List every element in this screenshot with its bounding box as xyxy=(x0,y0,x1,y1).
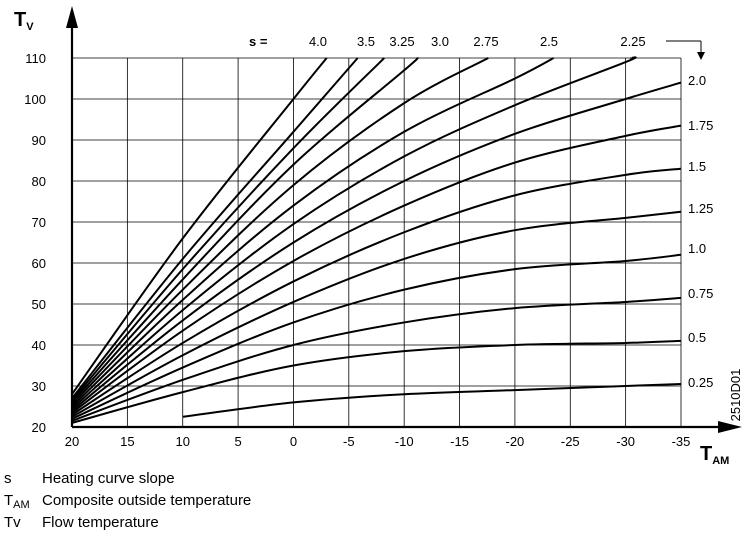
right-slope-label: 0.5 xyxy=(688,330,706,345)
x-tick-label: -20 xyxy=(506,434,525,449)
legend-text: Composite outside temperature xyxy=(42,492,252,509)
curves xyxy=(71,56,682,424)
x-tick-label: 0 xyxy=(290,434,297,449)
heating-curve-1.25 xyxy=(71,210,682,418)
x-tick-label: -30 xyxy=(616,434,635,449)
y-tick-label: 50 xyxy=(32,297,46,312)
heating-curve-0.5 xyxy=(71,339,682,424)
heating-curve-2.5 xyxy=(71,57,555,408)
right-slope-label: 1.5 xyxy=(688,159,706,174)
heating-curve-1.5 xyxy=(71,167,682,416)
legend-row-slope: s Heating curve slope xyxy=(4,470,251,492)
x-axis-arrow xyxy=(718,421,742,433)
y-tick-label: 30 xyxy=(32,379,46,394)
y-tick-label: 20 xyxy=(32,420,46,435)
legend-symbol: Tv xyxy=(4,514,21,531)
slope-header: s = xyxy=(249,34,268,49)
heating-curve-3.0 xyxy=(71,57,419,404)
x-axis-title: TAM xyxy=(700,443,729,467)
legend-symbol: s xyxy=(4,470,12,487)
heating-curve-3.5 xyxy=(71,57,359,399)
x-tick-label: 15 xyxy=(120,434,134,449)
x-tick-label: 5 xyxy=(234,434,241,449)
y-tick-label: 40 xyxy=(32,338,46,353)
top-slope-label: 4.0 xyxy=(309,34,327,49)
legend-row-outside-temp: TAM Composite outside temperature xyxy=(4,492,251,514)
x-tick-label: -15 xyxy=(450,434,469,449)
x-tick-label: 10 xyxy=(175,434,189,449)
right-slope-label: 1.0 xyxy=(688,241,706,256)
heating-curve-2.75 xyxy=(71,57,489,406)
pointer-arrow xyxy=(697,52,705,60)
top-slope-label: 2.75 xyxy=(473,34,498,49)
right-slope-label: 0.25 xyxy=(688,375,713,390)
x-tick-label: -5 xyxy=(343,434,355,449)
heating-curve-2.0 xyxy=(71,81,682,412)
x-tick-label: -10 xyxy=(395,434,414,449)
heating-curve-4.0 xyxy=(71,57,328,395)
legend-text: Flow temperature xyxy=(42,514,159,531)
figure-code: 2510D01 xyxy=(728,369,743,422)
x-tick-label: 20 xyxy=(65,434,79,449)
y-axis-title: TV xyxy=(14,9,34,33)
y-tick-label: 100 xyxy=(24,92,46,107)
heating-curve-0.75 xyxy=(71,296,682,422)
y-tick-label: 70 xyxy=(32,215,46,230)
top-slope-label: 2.25 xyxy=(620,34,645,49)
y-tick-label: 80 xyxy=(32,174,46,189)
heating-curve-0.25 xyxy=(182,382,682,418)
top-slope-label: 3.0 xyxy=(431,34,449,49)
right-slope-label: 1.25 xyxy=(688,201,713,216)
top-slope-label: 3.5 xyxy=(357,34,375,49)
heating-curve-1.0 xyxy=(71,253,682,420)
top-slope-label: 3.25 xyxy=(389,34,414,49)
legend-row-flow-temp: Tv Flow temperature xyxy=(4,514,251,536)
right-slope-label: 0.75 xyxy=(688,286,713,301)
x-tick-label: -35 xyxy=(672,434,691,449)
y-tick-label: 110 xyxy=(25,51,46,66)
top-slope-label: 2.5 xyxy=(540,34,558,49)
x-tick-label: -25 xyxy=(561,434,580,449)
heating-curve-3.25 xyxy=(71,57,385,401)
heating-curve-1.75 xyxy=(71,124,682,414)
right-slope-label: 2.0 xyxy=(688,73,706,88)
y-tick-label: 60 xyxy=(32,256,46,271)
legend: s Heating curve slope TAM Composite outs… xyxy=(4,470,251,536)
y-axis-arrow xyxy=(66,6,78,28)
axes xyxy=(66,6,742,433)
y-tick-label: 90 xyxy=(32,133,46,148)
legend-symbol: TAM xyxy=(4,492,30,511)
right-slope-label: 1.75 xyxy=(688,118,713,133)
legend-text: Heating curve slope xyxy=(42,470,175,487)
heating-curve-2.25 xyxy=(71,56,637,410)
